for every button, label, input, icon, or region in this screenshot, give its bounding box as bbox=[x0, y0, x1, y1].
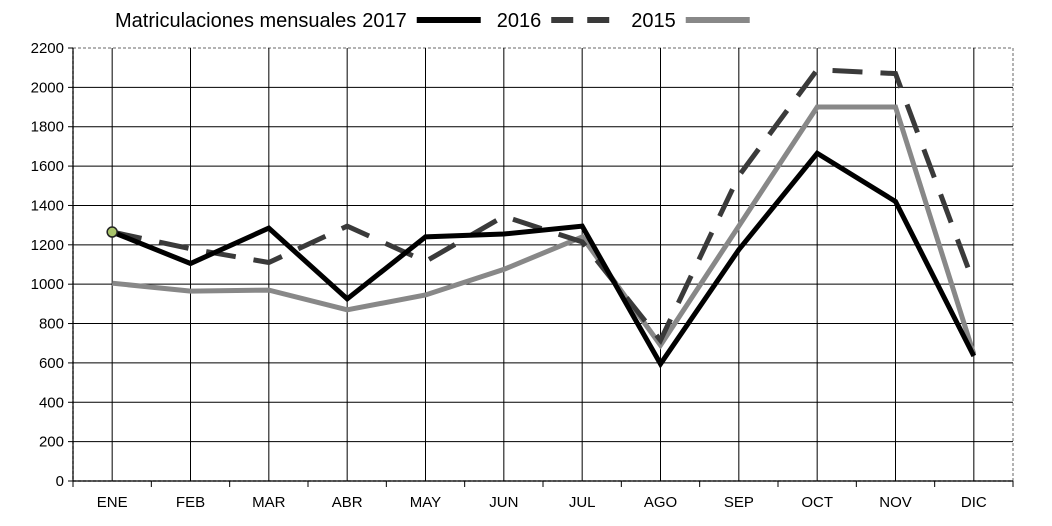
legend-label-2015: 2015 bbox=[631, 10, 676, 32]
x-tick-label: JUN bbox=[489, 494, 518, 511]
x-tick-label: NOV bbox=[879, 494, 912, 511]
marker-layer bbox=[106, 226, 118, 238]
legend-label-2016: 2016 bbox=[497, 10, 542, 32]
data-point-marker bbox=[106, 226, 118, 238]
x-tick-label: ENE bbox=[97, 494, 128, 511]
y-axis-ticks: 0 200 400 600 800 1000 1200 1400 1600 1800 2000 220… bbox=[31, 40, 73, 490]
x-tick-label: MAR bbox=[252, 494, 286, 511]
x-tick-label: JUL bbox=[569, 494, 596, 511]
series-line-2017 bbox=[111, 150, 977, 369]
y-tick-label: 1800 bbox=[31, 119, 64, 136]
y-tick-label: 2000 bbox=[31, 79, 64, 96]
x-tick-label: DIC bbox=[961, 494, 987, 511]
y-tick-label: 1000 bbox=[31, 276, 64, 293]
series-layer bbox=[111, 67, 977, 369]
x-axis-ticks: ENE FEB MAR ABR MAY JUN JUL AGO SEP OCT NOV DIC bbox=[72, 481, 1014, 511]
y-tick-label: 200 bbox=[39, 434, 64, 451]
x-tick-label: SEP bbox=[724, 494, 754, 511]
x-tick-label: FEB bbox=[176, 494, 205, 511]
legend: Matriculaciones mensuales 2017 2016 2015 bbox=[115, 10, 750, 32]
y-tick-label: 2200 bbox=[31, 40, 64, 57]
series-line-2016 bbox=[111, 67, 977, 345]
y-tick-label: 1400 bbox=[31, 197, 64, 214]
y-tick-label: 1200 bbox=[31, 237, 64, 254]
x-tick-label: ABR bbox=[332, 494, 363, 511]
plot-area bbox=[72, 47, 1014, 482]
y-tick-label: 400 bbox=[39, 394, 64, 411]
x-tick-label: MAY bbox=[410, 494, 441, 511]
x-tick-label: OCT bbox=[801, 494, 833, 511]
y-tick-label: 800 bbox=[39, 316, 64, 333]
x-tick-label: AGO bbox=[644, 494, 677, 511]
legend-label-2017: 2017 bbox=[362, 10, 407, 32]
series-line-2015 bbox=[111, 104, 977, 355]
y-tick-label: 600 bbox=[39, 355, 64, 372]
grid bbox=[73, 48, 1013, 481]
y-tick-label: 0 bbox=[56, 473, 64, 490]
y-tick-label: 1600 bbox=[31, 158, 64, 175]
legend-prefix: Matriculaciones mensuales bbox=[115, 10, 356, 32]
